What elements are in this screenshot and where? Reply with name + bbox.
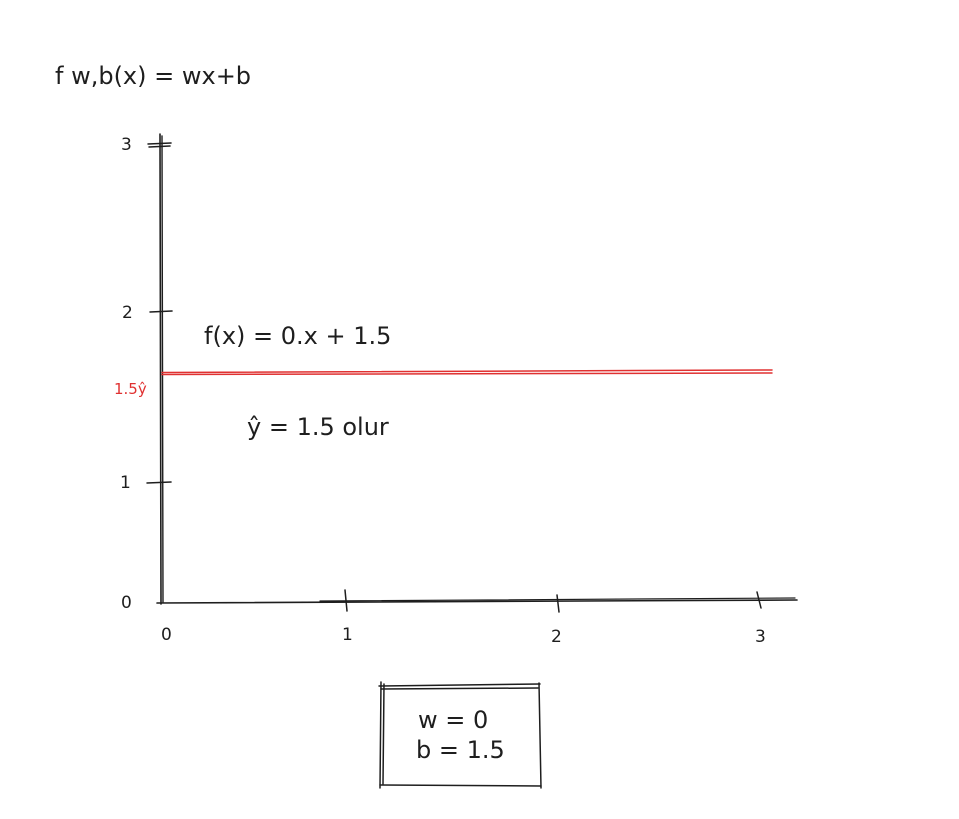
axes [156,133,798,605]
y-axis-stroke-2 [161,135,164,603]
param-w: w = 0 [418,706,488,734]
formula-title: f w,b(x) = wx+b [55,62,251,90]
prediction-line-stroke-2 [161,372,773,376]
x-ticks [344,589,762,613]
series-layer [161,369,773,376]
y-tick-label-0: 0 [121,593,132,613]
x-tick-label-2: 2 [551,627,562,647]
x-axis [156,599,798,604]
x-tick-3 [756,591,762,609]
y-tick-2 [149,310,173,313]
x-tick-1 [344,589,348,612]
y-tick-label-2: 2 [122,303,133,323]
y-tick-3 [147,142,172,148]
equation-annotation: f(x) = 0.x + 1.5 [204,322,391,350]
x-tick-label-1: 1 [342,625,353,645]
param-b: b = 1.5 [416,736,505,764]
y-tick-label-1: 1 [120,473,131,493]
y-ticks [146,142,173,484]
prediction-line [161,369,773,374]
prediction-line-label: 1.5ŷ [114,380,147,398]
prediction-note: ŷ = 1.5 olur [247,413,389,441]
x-tick-label-3: 3 [755,627,766,647]
y-tick-label-3: 3 [121,135,132,155]
y-tick-1 [146,481,172,484]
params-box: w = 0 b = 1.5 [378,681,542,789]
y-axis [159,133,162,605]
x-tick-label-0: 0 [161,625,172,645]
x-tick-2 [556,594,560,613]
